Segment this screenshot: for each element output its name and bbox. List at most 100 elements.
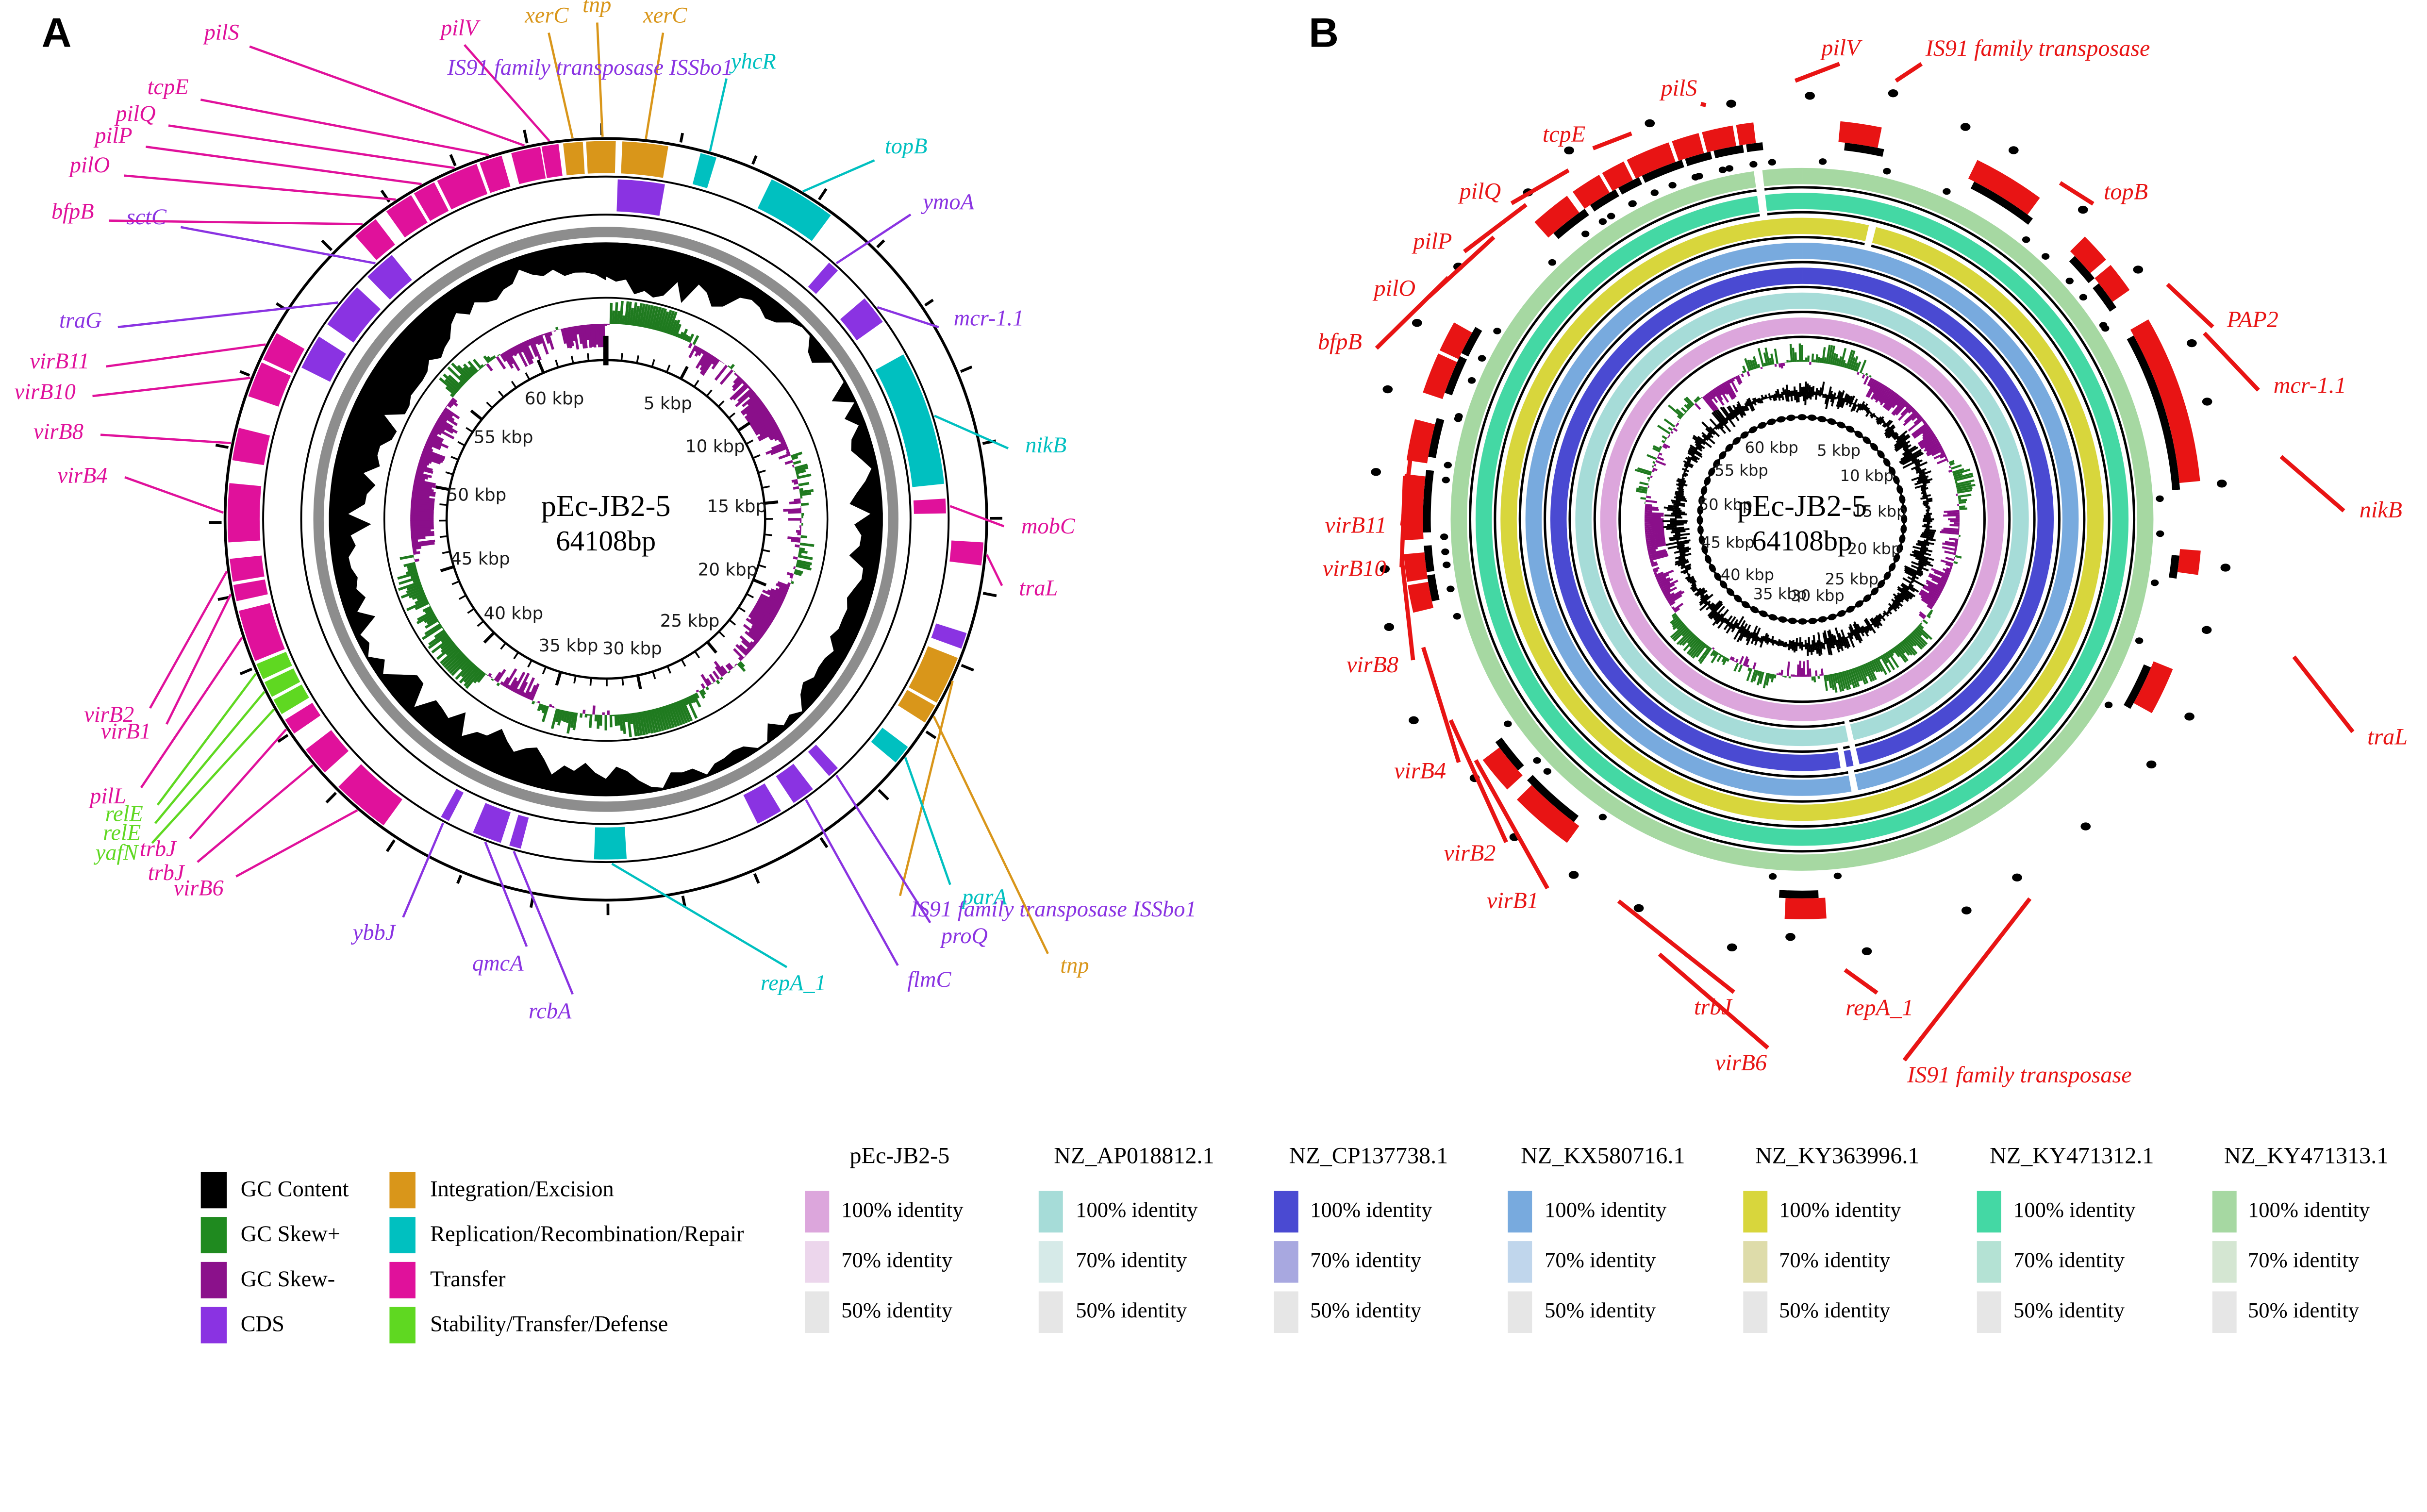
gc-skew-plus-bar (1668, 427, 1673, 431)
gc-skew-plus-bar (1861, 664, 1868, 677)
identity-ring-border (1469, 186, 2136, 853)
gc-content-bar (1836, 392, 1843, 407)
gc-content-bar (1792, 390, 1795, 396)
gc-skew-minus-bar (1735, 376, 1741, 385)
legend-row: 50% identity (782, 1286, 1017, 1336)
gc-skew-minus-bar (1646, 542, 1666, 547)
gene-leader-line (149, 570, 228, 709)
gc-skew-minus-bar (1675, 424, 1678, 427)
inner-dot (1543, 768, 1552, 775)
gc-content-bar (1741, 405, 1746, 412)
gc-skew-plus-bar (719, 677, 723, 681)
gc-skew-minus-bar (1928, 573, 1947, 582)
gc-content-bar (1677, 546, 1685, 549)
gc-skew-minus-bar (496, 669, 506, 683)
gc-content-bar (1690, 444, 1698, 451)
gene-arc (232, 428, 270, 465)
gene-leader-line (140, 637, 243, 788)
gc-skew-plus-bar (1828, 345, 1833, 365)
gc-skew-minus-bar (765, 444, 788, 455)
gc-skew-plus-bar (1687, 634, 1696, 644)
gc-skew-plus-bar (459, 664, 477, 684)
gc-content-bar (1845, 394, 1850, 403)
gc-skew-plus-bar (793, 460, 801, 465)
legend-swatch (805, 1240, 830, 1282)
gc-skew-plus-bar (467, 361, 479, 373)
gc-skew-minus-bar (737, 388, 753, 402)
gc-skew-minus-bar (777, 581, 790, 588)
gc-skew-plus-bar (424, 623, 442, 635)
scale-dot (1698, 535, 1705, 545)
gene-arc (563, 142, 585, 176)
gc-content-bar (1675, 492, 1684, 497)
legend-label: Integration/Excision (430, 1175, 614, 1202)
gc-skew-minus-bar (768, 430, 781, 439)
gc-content-bar (1865, 625, 1870, 631)
gene-arc-shadow (1445, 356, 1467, 396)
gc-skew-minus-bar (793, 486, 799, 490)
gc-skew-plus-bar (1842, 671, 1849, 690)
gc-content-bar (1753, 627, 1761, 642)
gc-skew-plus-bar (1692, 642, 1706, 659)
gc-content-bar (1870, 413, 1876, 419)
scale-label: 25 kbp (1825, 570, 1878, 588)
gc-skew-minus-bar (513, 346, 519, 354)
gc-skew-plus-bar (663, 310, 672, 333)
gene-leader-line (1448, 719, 1508, 843)
gc-content-bar (1776, 641, 1779, 645)
gene-leader-line (1844, 968, 1878, 995)
gc-skew-plus-bar (1953, 473, 1963, 478)
gc-skew-plus-bar (416, 612, 435, 625)
outer-tick (380, 189, 391, 203)
gene-leader-line (484, 841, 528, 947)
outer-dot (2133, 266, 2144, 274)
gc-content-bar (1916, 468, 1927, 474)
gc-skew-plus-bar (616, 311, 620, 324)
legend-row: 50% identity (1486, 1286, 1720, 1336)
legend-label: CDS (240, 1310, 284, 1337)
gc-skew-plus-bar (796, 473, 799, 477)
scale-label: 10 kbp (1840, 466, 1894, 485)
gc-skew-minus-bar (549, 704, 552, 707)
gc-skew-plus-bar (1742, 370, 1745, 374)
gc-skew-minus-bar (783, 508, 801, 512)
gene-label: mobC (1021, 514, 1076, 539)
outer-tick (679, 133, 684, 143)
scale-minor-tick (762, 549, 770, 552)
gc-content-bar (1739, 629, 1747, 641)
outer-tick (753, 873, 760, 884)
gc-skew-minus-bar (414, 479, 436, 486)
scale-major-tick (470, 409, 483, 421)
gene-leader-line (168, 124, 455, 169)
gc-skew-minus-bar (423, 446, 433, 452)
gc-skew-minus-bar (1713, 387, 1723, 400)
ring-gap (1864, 222, 1877, 249)
legend-swatch (1508, 1290, 1533, 1332)
inner-dot (1443, 561, 1451, 568)
legend-swatch (2211, 1240, 2236, 1282)
gc-skew-minus-bar (719, 369, 734, 385)
gc-skew-minus-bar (416, 471, 432, 479)
gc-skew-plus-bar (1911, 631, 1926, 647)
gc-skew-plus-bar (413, 578, 420, 583)
gc-skew-plus-bar (800, 496, 803, 499)
scale-label: 45 kbp (450, 549, 510, 569)
gc-skew-plus-bar (1672, 614, 1678, 619)
scale-minor-tick (450, 456, 459, 461)
gc-skew-minus-bar (1924, 441, 1940, 452)
scale-major-tick (440, 565, 454, 572)
outer-tick (215, 444, 229, 449)
legend-label: 50% identity (2247, 1298, 2360, 1323)
legend-row: 50% identity (1720, 1286, 1955, 1336)
gc-skew-plus-bar (462, 366, 473, 378)
gc-content-bar (1671, 528, 1690, 532)
gc-content-bar (1761, 395, 1764, 399)
scale-label: 35 kbp (539, 636, 598, 656)
gene-leader-line (898, 681, 954, 897)
legend-label: Transfer (430, 1265, 506, 1292)
gc-content-bar (1739, 626, 1745, 634)
gc-content-bar (1848, 626, 1854, 636)
gc-content-bar (1675, 532, 1680, 535)
gc-skew-plus-bar (1840, 348, 1847, 367)
gc-skew-plus-bar (1661, 440, 1665, 444)
